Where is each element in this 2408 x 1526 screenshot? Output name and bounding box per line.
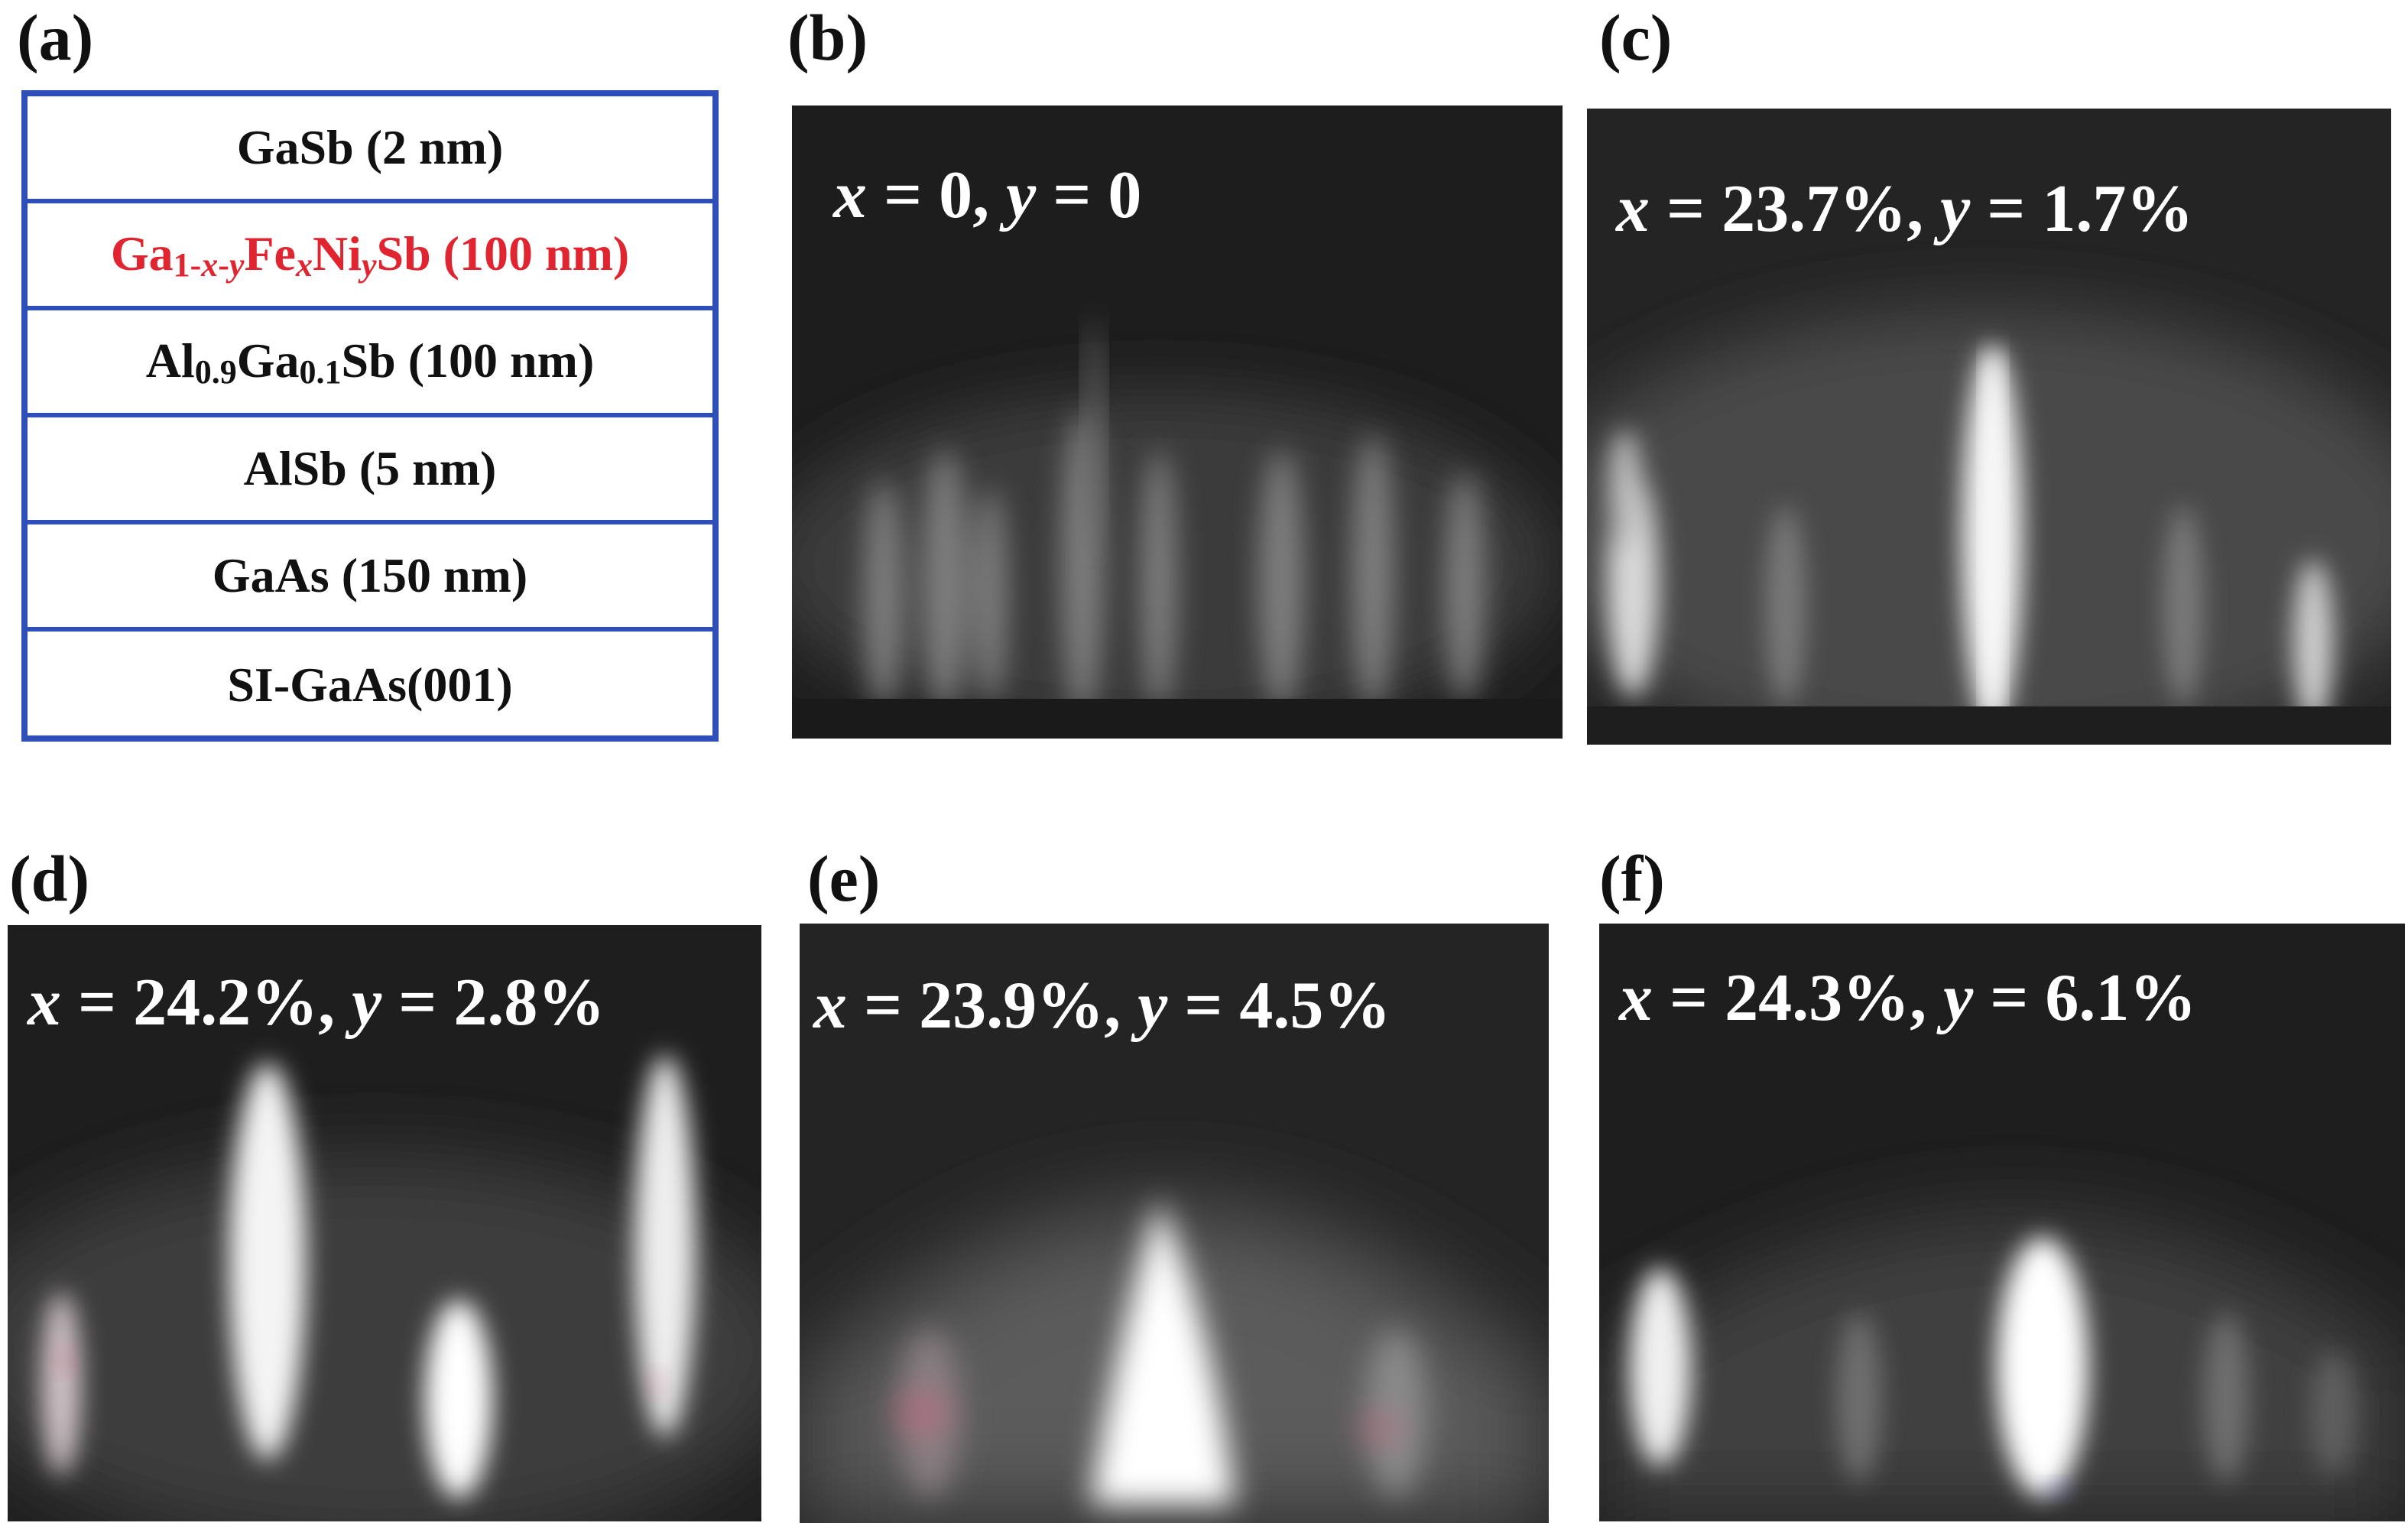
panel-c-label: (c) (1599, 1, 1673, 74)
panel-d-label: (d) (9, 842, 90, 915)
panel-e-label: (e) (807, 842, 881, 915)
panel-a-label: (a) (17, 1, 94, 74)
composition-label-e: x = 23.9%, y = 4.5% (813, 969, 1391, 1043)
rheed-image-e: x = 23.9%, y = 4.5% (800, 924, 1549, 1523)
composition-label-c: x = 23.7%, y = 1.7% (1616, 172, 2194, 246)
rheed-pattern-c (1587, 109, 2391, 745)
panel-b-label: (b) (787, 1, 868, 74)
rheed-image-d: x = 24.2%, y = 2.8% (8, 925, 761, 1521)
layer-stack-diagram: GaSb (2 nm) Ga1-x-yFexNiySb (100 nm) Al0… (21, 90, 719, 742)
rheed-image-f: x = 24.3%, y = 6.1% (1599, 924, 2405, 1521)
composition-label-b: x = 0, y = 0 (833, 158, 1142, 232)
rheed-image-b: x = 0, y = 0 (792, 106, 1563, 739)
composition-label-d: x = 24.2%, y = 2.8% (28, 966, 605, 1040)
layer-alsb: AlSb (5 nm) (28, 417, 712, 524)
layer-algasb: Al0.9Ga0.1Sb (100 nm) (28, 310, 712, 417)
rheed-image-c: x = 23.7%, y = 1.7% (1587, 109, 2391, 745)
rheed-pattern-d (8, 925, 761, 1521)
layer-gaas-buffer: GaAs (150 nm) (28, 524, 712, 632)
layer-gafenisb: Ga1-x-yFexNiySb (100 nm) (28, 203, 712, 310)
rheed-pattern-f (1599, 924, 2405, 1521)
rheed-pattern-b (792, 106, 1563, 739)
layer-gasb-cap: GaSb (2 nm) (28, 96, 712, 203)
panel-f-label: (f) (1599, 842, 1665, 915)
composition-label-f: x = 24.3%, y = 6.1% (1619, 961, 2197, 1035)
rheed-pattern-e (800, 924, 1549, 1523)
layer-si-gaas-substrate: SI-GaAs(001) (227, 657, 513, 712)
